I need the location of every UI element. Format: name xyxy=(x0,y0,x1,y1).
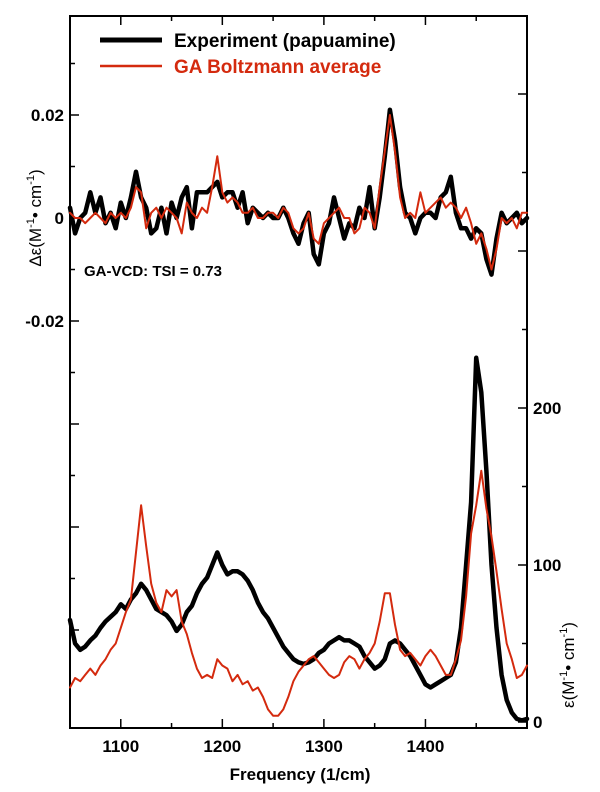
x-tick-label-1300: 1300 xyxy=(305,737,343,756)
ir-experiment-line xyxy=(67,355,530,723)
ir-y-tick-label: 100 xyxy=(533,556,561,575)
legend-label-ga: GA Boltzmann average xyxy=(174,57,381,78)
legend-label-experiment: Experiment (papuamine) xyxy=(174,31,396,52)
legend: Experiment (papuamine) GA Boltzmann aver… xyxy=(100,31,396,78)
ir-ga-line xyxy=(69,469,528,717)
ir-y-tick-label: 0 xyxy=(533,713,542,732)
x-axis-label: Frequency (1/cm) xyxy=(230,765,371,784)
tsi-annotation: GA-VCD: TSI = 0.73 xyxy=(84,263,222,280)
vcd-experiment-line xyxy=(67,107,530,277)
series-layer xyxy=(67,107,530,723)
vcd-y-tick-label: 0.02 xyxy=(31,106,64,125)
vcd-y-tick-label: 0 xyxy=(55,209,64,228)
ir-y-axis-label: ε(M-1• cm-1) xyxy=(558,622,578,708)
vcd-y-axis-label: Δε(M-1• cm-1) xyxy=(25,169,45,266)
x-tick-label-1100: 1100 xyxy=(102,737,139,756)
plot-frame xyxy=(69,15,528,729)
x-tick-label-1400: 1400 xyxy=(407,737,445,756)
x-tick-label-1200: 1200 xyxy=(203,737,241,756)
vcd-ga-line xyxy=(69,114,528,271)
ir-y-tick-label: 200 xyxy=(533,399,561,418)
vcd-y-tick-label: -0.02 xyxy=(25,312,64,331)
